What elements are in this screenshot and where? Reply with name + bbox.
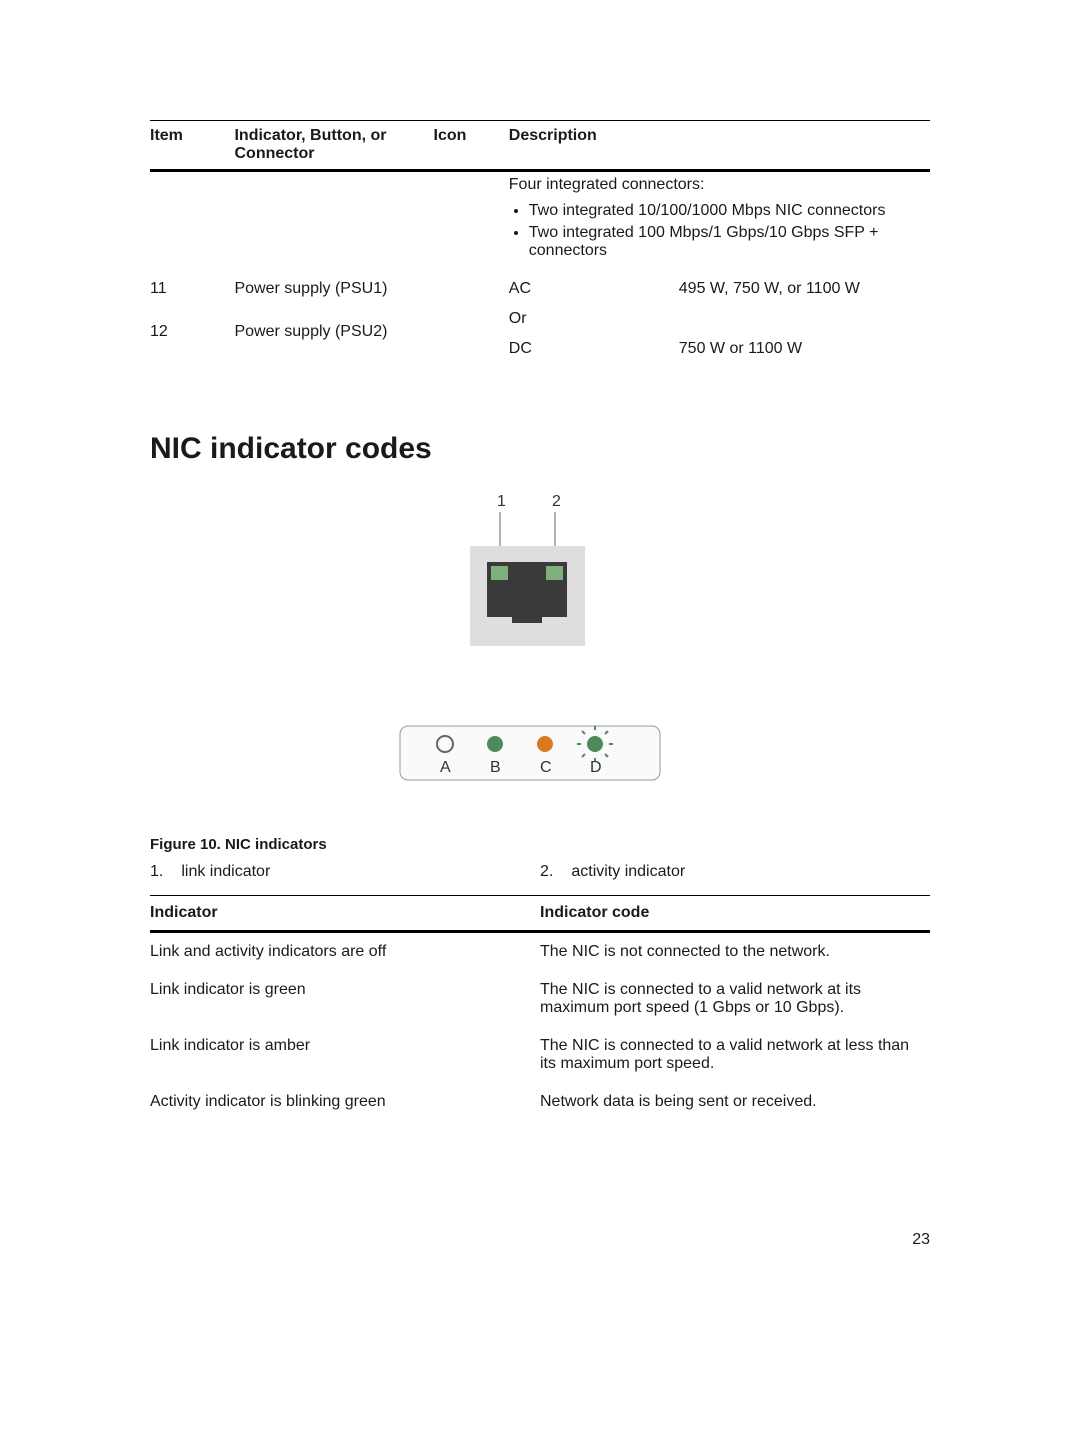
indicator-cell: Link indicator is green xyxy=(150,971,540,1027)
th-indicator-code: Indicator code xyxy=(540,896,930,932)
indicator-cell: Link and activity indicators are off xyxy=(150,932,540,972)
desc-lead: Four integrated connectors: xyxy=(509,176,922,194)
callout-1: 1 xyxy=(497,493,506,510)
code-cell: Network data is being sent or received. xyxy=(540,1083,930,1121)
legend-text: activity indicator xyxy=(571,863,685,881)
indicator-codes-table: Indicator Indicator code Link and activi… xyxy=(150,895,930,1121)
psu-or-label: Or xyxy=(509,310,679,328)
legend-num: 1. xyxy=(150,863,163,881)
psu-ac-label: AC xyxy=(509,280,679,298)
callout-2: 2 xyxy=(552,493,561,510)
item-name: Power supply (PSU2) xyxy=(234,319,433,362)
nic-diagram-svg: 1 2 A B C xyxy=(280,486,800,806)
legend-D: D xyxy=(590,759,602,776)
item-num: 11 xyxy=(150,276,234,319)
item-name: Power supply (PSU1) xyxy=(234,276,433,319)
psu-dc-value: 750 W or 1100 W xyxy=(679,340,802,358)
th-indicator: Indicator, Button, or Connector xyxy=(234,121,433,171)
page-number: 23 xyxy=(150,1231,930,1249)
indicator-cell: Link indicator is amber xyxy=(150,1027,540,1083)
psu-ac-value: 495 W, 750 W, or 1100 W xyxy=(679,280,860,298)
table-row: Link indicator is amber The NIC is conne… xyxy=(150,1027,930,1083)
desc-bullet: Two integrated 100 Mbps/1 Gbps/10 Gbps S… xyxy=(529,224,922,260)
nic-figure: 1 2 A B C xyxy=(150,486,930,806)
table-row: Link indicator is green The NIC is conne… xyxy=(150,971,930,1027)
connector-spec-table: Item Indicator, Button, or Connector Ico… xyxy=(150,120,930,362)
figure-legend: 1. link indicator 2. activity indicator xyxy=(150,863,930,881)
code-cell: The NIC is connected to a valid network … xyxy=(540,1027,930,1083)
code-cell: The NIC is not connected to the network. xyxy=(540,932,930,972)
legend-A: A xyxy=(440,759,451,776)
table-row: Link and activity indicators are off The… xyxy=(150,932,930,972)
th-indicator: Indicator xyxy=(150,896,540,932)
legend-B: B xyxy=(490,759,501,776)
section-title: NIC indicator codes xyxy=(150,432,930,466)
legend-text: link indicator xyxy=(181,863,270,881)
th-item: Item xyxy=(150,121,234,171)
psu-details: AC 495 W, 750 W, or 1100 W Or DC 750 W o… xyxy=(509,276,930,362)
th-icon: Icon xyxy=(434,121,509,171)
description-block: Four integrated connectors: Two integrat… xyxy=(509,171,930,277)
legend-C: C xyxy=(540,759,552,776)
indicator-cell: Activity indicator is blinking green xyxy=(150,1083,540,1121)
code-cell: The NIC is connected to a valid network … xyxy=(540,971,930,1027)
desc-bullets: Two integrated 10/100/1000 Mbps NIC conn… xyxy=(509,202,922,260)
table-row: Activity indicator is blinking green Net… xyxy=(150,1083,930,1121)
figure-caption: Figure 10. NIC indicators xyxy=(150,836,930,853)
item-num: 12 xyxy=(150,319,234,362)
psu-dc-label: DC xyxy=(509,340,679,358)
page-container: Item Indicator, Button, or Connector Ico… xyxy=(0,0,1080,1309)
desc-bullet: Two integrated 10/100/1000 Mbps NIC conn… xyxy=(529,202,922,220)
legend-num: 2. xyxy=(540,863,553,881)
th-description: Description xyxy=(509,121,930,171)
